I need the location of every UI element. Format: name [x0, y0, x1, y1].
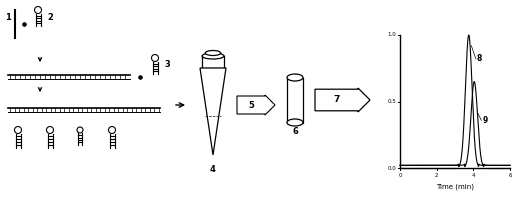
Text: 1: 1	[5, 13, 11, 22]
Text: 0: 0	[398, 173, 402, 178]
Text: 8: 8	[477, 54, 482, 63]
Text: 7: 7	[333, 95, 340, 105]
Text: 9: 9	[483, 116, 488, 125]
Text: 2: 2	[47, 13, 53, 22]
Text: 0.0: 0.0	[387, 166, 396, 170]
Polygon shape	[202, 56, 224, 68]
Text: 4: 4	[210, 165, 216, 174]
Text: 6: 6	[292, 127, 298, 136]
Text: 2: 2	[435, 173, 438, 178]
Polygon shape	[287, 78, 303, 122]
Text: 4: 4	[472, 173, 475, 178]
Text: 3: 3	[164, 60, 170, 69]
Text: 1.0: 1.0	[387, 32, 396, 38]
Text: 6: 6	[508, 173, 512, 178]
Polygon shape	[237, 95, 275, 115]
Polygon shape	[315, 88, 370, 112]
Ellipse shape	[205, 51, 220, 55]
Text: Time (min): Time (min)	[436, 183, 474, 189]
Polygon shape	[200, 68, 226, 155]
Text: 5: 5	[248, 101, 254, 109]
Text: 0.5: 0.5	[387, 99, 396, 104]
Ellipse shape	[287, 119, 303, 126]
Ellipse shape	[202, 53, 224, 59]
Ellipse shape	[287, 74, 303, 81]
